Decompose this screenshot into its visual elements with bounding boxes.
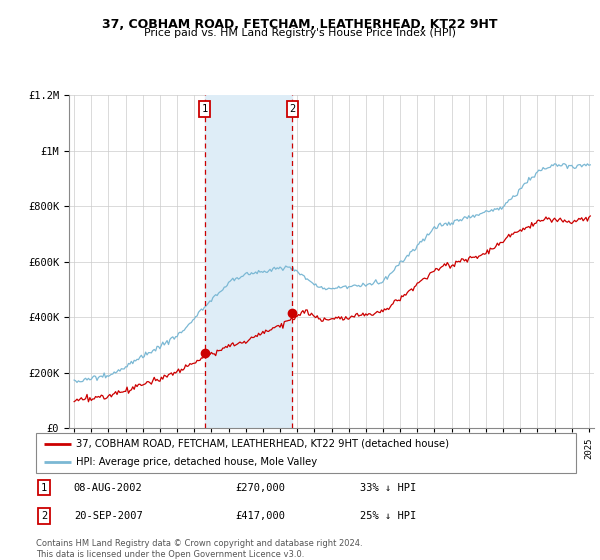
Text: 25% ↓ HPI: 25% ↓ HPI bbox=[360, 511, 416, 521]
Text: £417,000: £417,000 bbox=[236, 511, 286, 521]
Text: 37, COBHAM ROAD, FETCHAM, LEATHERHEAD, KT22 9HT (detached house): 37, COBHAM ROAD, FETCHAM, LEATHERHEAD, K… bbox=[77, 439, 449, 449]
Bar bbox=[205, 95, 292, 428]
Text: 1: 1 bbox=[202, 104, 208, 114]
Text: 37, COBHAM ROAD, FETCHAM, LEATHERHEAD, KT22 9HT: 37, COBHAM ROAD, FETCHAM, LEATHERHEAD, K… bbox=[102, 18, 498, 31]
Text: 08-AUG-2002: 08-AUG-2002 bbox=[74, 483, 143, 493]
Text: HPI: Average price, detached house, Mole Valley: HPI: Average price, detached house, Mole… bbox=[77, 458, 317, 467]
Text: 2: 2 bbox=[289, 104, 296, 114]
Text: 2: 2 bbox=[41, 511, 47, 521]
FancyBboxPatch shape bbox=[36, 433, 576, 473]
Text: 33% ↓ HPI: 33% ↓ HPI bbox=[360, 483, 416, 493]
Text: 20-SEP-2007: 20-SEP-2007 bbox=[74, 511, 143, 521]
Text: Contains HM Land Registry data © Crown copyright and database right 2024.
This d: Contains HM Land Registry data © Crown c… bbox=[36, 539, 362, 559]
Text: £270,000: £270,000 bbox=[236, 483, 286, 493]
Text: 1: 1 bbox=[41, 483, 47, 493]
Text: Price paid vs. HM Land Registry's House Price Index (HPI): Price paid vs. HM Land Registry's House … bbox=[144, 28, 456, 38]
